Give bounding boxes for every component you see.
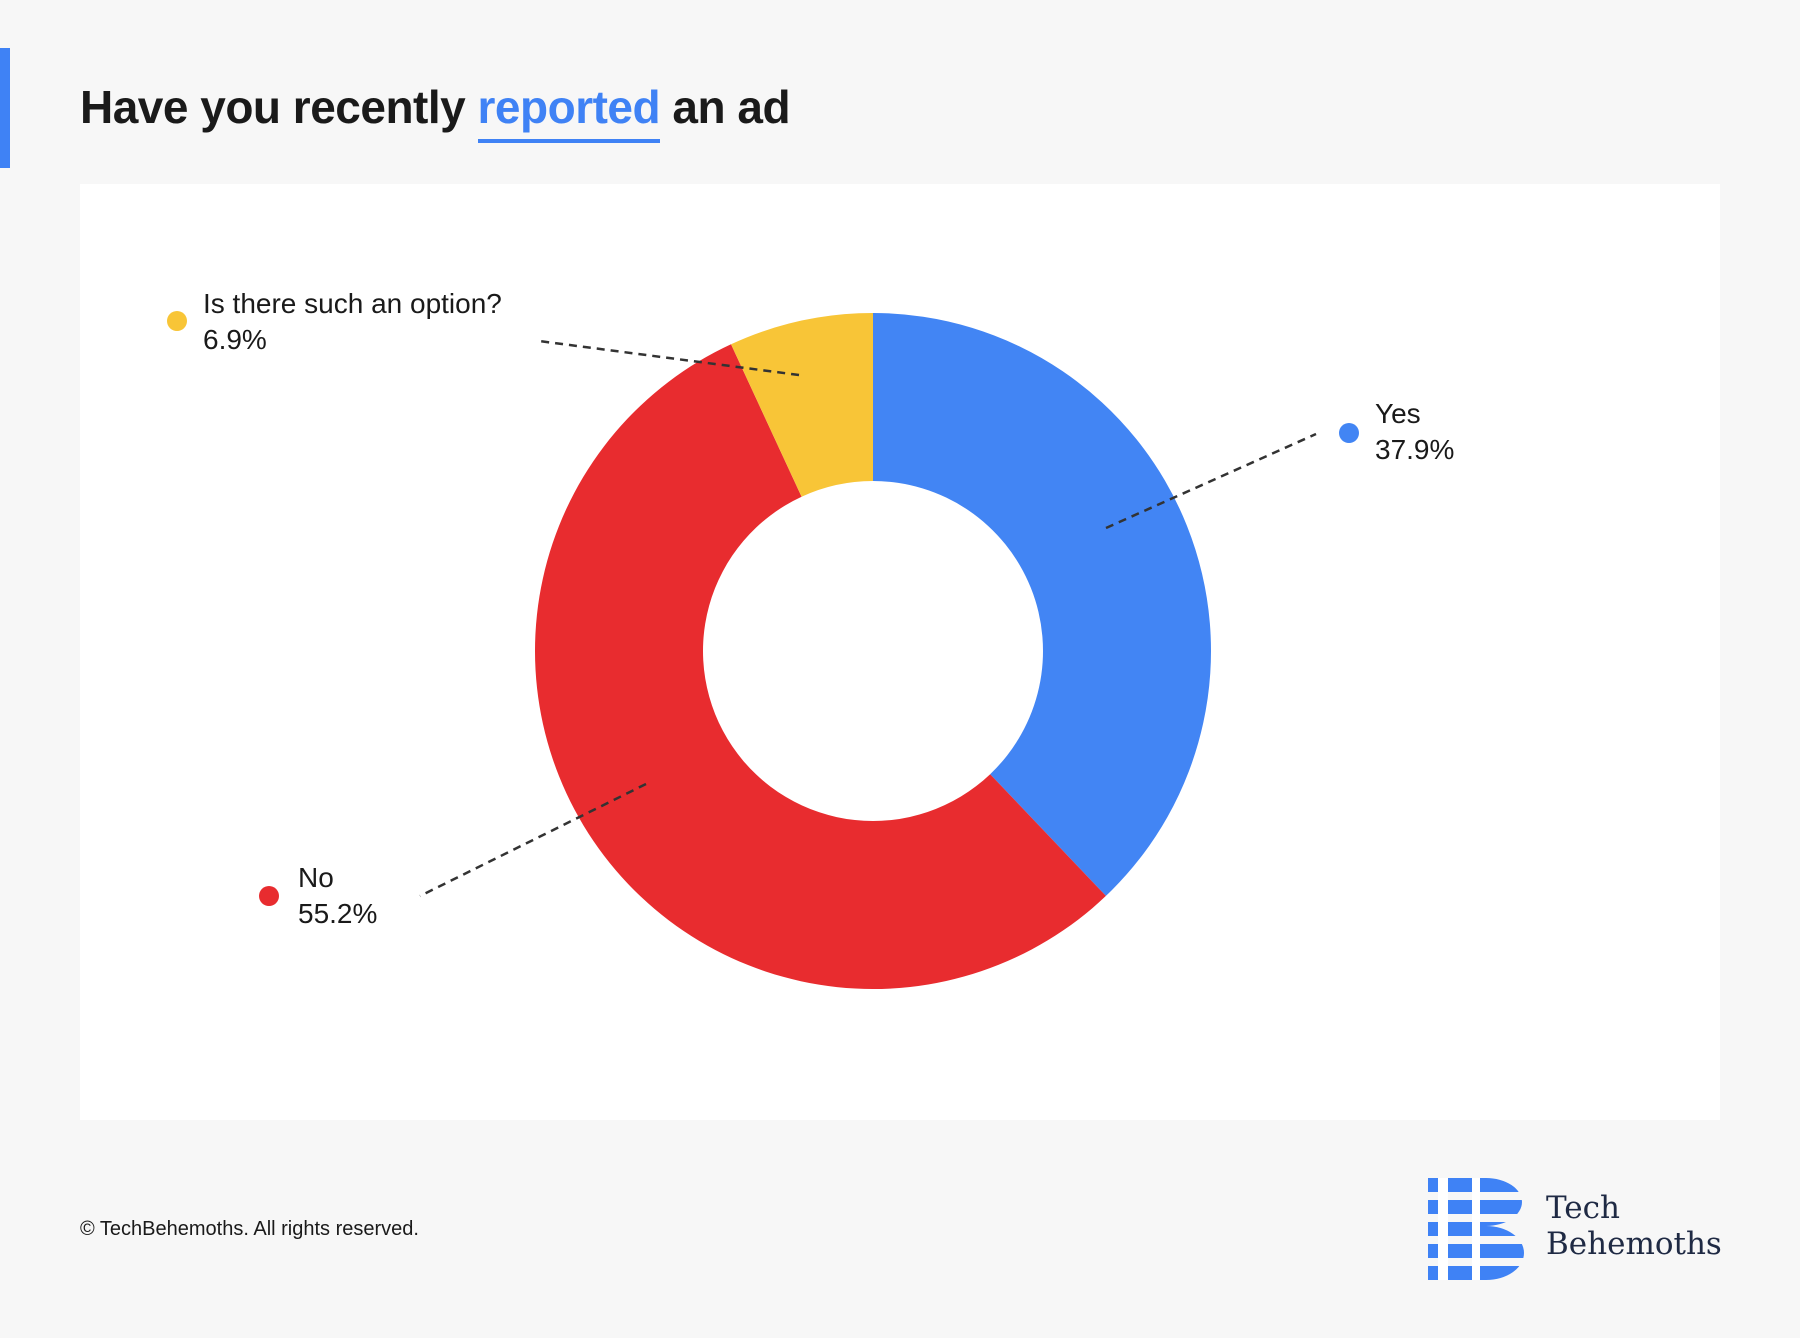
accent-bar [0, 48, 10, 168]
legend-dot-option [167, 311, 187, 331]
slice-label-no-name: No [298, 862, 334, 893]
slice-label-yes: Yes 37.9% [1375, 396, 1454, 468]
slice-label-option-value: 6.9% [203, 324, 267, 355]
slice-label-no: No 55.2% [298, 860, 377, 932]
donut-slice-no [534, 344, 1106, 989]
title-suffix: an ad [672, 81, 791, 133]
title-prefix: Have you recently [80, 81, 466, 133]
logo-line-2: Behemoths [1546, 1226, 1722, 1262]
legend-dot-yes [1339, 423, 1359, 443]
copyright-text: © TechBehemoths. All rights reserved. [80, 1218, 419, 1240]
slice-label-no-value: 55.2% [298, 898, 378, 929]
slice-label-option: Is there such an option? 6.9% [203, 286, 502, 358]
logo-wordmark: Tech Behemoths [1546, 1190, 1722, 1262]
slice-label-option-name: Is there such an option? [203, 288, 502, 319]
title-highlight: reported [477, 81, 661, 143]
donut-slice-yes [873, 313, 1211, 896]
legend-dot-no [259, 886, 279, 906]
logo-line-1: Tech [1546, 1190, 1620, 1226]
slice-label-yes-value: 37.9% [1375, 434, 1455, 465]
leader-line-no [419, 782, 647, 898]
logo-mark-icon [1428, 1178, 1524, 1280]
techbehemoths-logo: Tech Behemoths [1428, 1178, 1728, 1280]
page-title: Have you recently reported an ad [80, 80, 791, 143]
leader-line-yes [1105, 432, 1317, 530]
donut-slice-option [731, 313, 873, 497]
donut-chart [167, 311, 1359, 989]
leader-line-option [538, 339, 800, 377]
slice-label-yes-name: Yes [1375, 398, 1421, 429]
chart-panel: Yes 37.9% No 55.2% Is there such an opti… [80, 184, 1720, 1120]
